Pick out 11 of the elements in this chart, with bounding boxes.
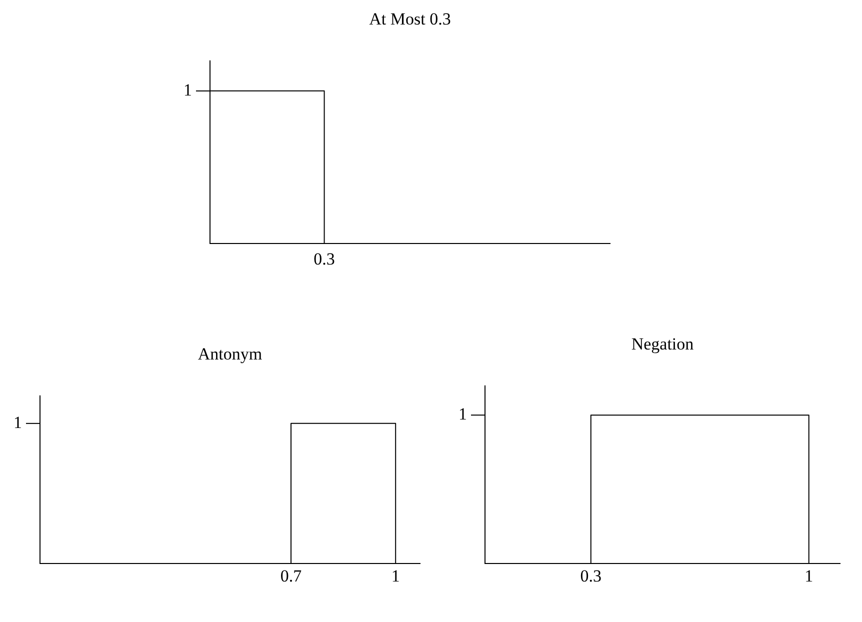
text: 1 xyxy=(14,412,22,432)
text: 1 xyxy=(458,404,467,424)
chart-title: Antonym xyxy=(198,344,262,364)
x-tick-label: 0.3 xyxy=(580,566,602,586)
chart-title: At Most 0.3 xyxy=(369,10,451,29)
x-tick-label: 1 xyxy=(804,566,814,586)
text: 0.3 xyxy=(314,250,335,269)
x-tick-label: 1 xyxy=(391,566,400,586)
x-tick-label: 0.7 xyxy=(280,566,302,586)
text: 1 xyxy=(184,80,192,100)
chart-title: Negation xyxy=(631,334,694,354)
